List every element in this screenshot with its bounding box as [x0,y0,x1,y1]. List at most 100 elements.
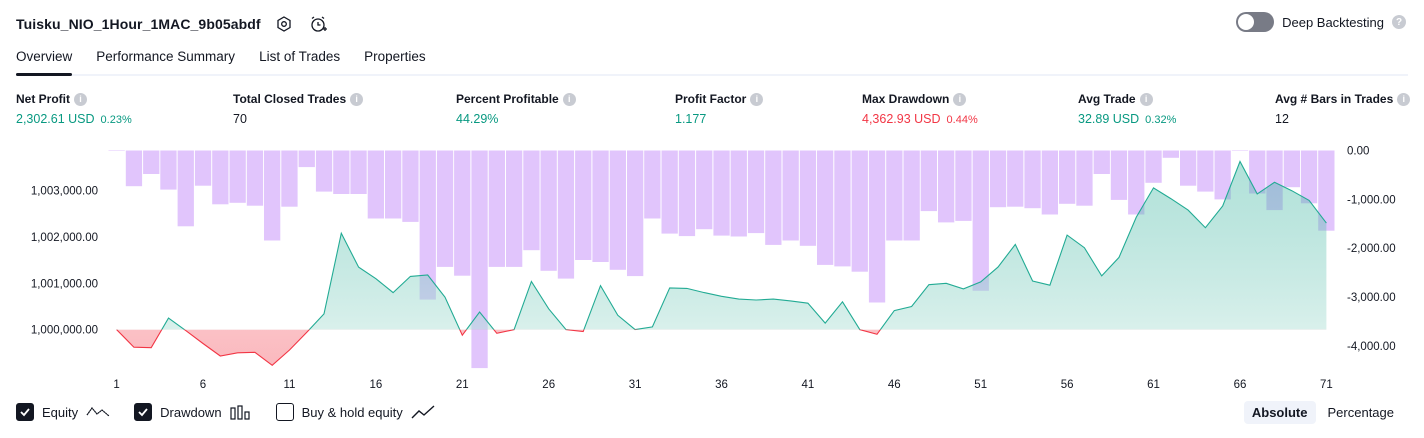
drawdown-bar [678,150,696,237]
metric-max-drawdown: Max Drawdown i 4,362.93 USD 0.44% [862,92,978,126]
right-axis-label: -3,000.00 [1347,292,1396,304]
x-axis-label: 41 [802,379,815,391]
percentage-button[interactable]: Percentage [1327,405,1395,420]
metric-value: 12 [1275,112,1289,126]
drawdown-bar [1128,150,1145,215]
drawdown-bar [609,150,626,270]
drawdown-bars-icon [229,404,252,420]
drawdown-bar [160,150,177,190]
metric-label: Net Profit [16,92,70,106]
x-axis-label: 71 [1320,379,1333,391]
legend-drawdown-label: Drawdown [160,404,222,420]
legend-drawdown[interactable]: Drawdown [134,403,251,421]
drawdown-bar [1249,150,1266,194]
info-icon[interactable]: i [1397,92,1411,106]
info-icon[interactable]: i [74,92,87,106]
drawdown-bar [1214,150,1231,200]
metric-value: 2,302.61 USD [16,112,95,126]
info-icon[interactable]: i [562,92,576,106]
drawdown-bar [557,150,575,279]
metric-percent: 0.32% [1145,114,1177,126]
alarm-add-icon[interactable] [307,13,329,35]
x-axis-label: 31 [629,379,642,391]
drawdown-bar [125,150,143,187]
drawdown-bar [246,150,264,206]
drawdown-bar [747,150,765,234]
equity-loss-fill [116,329,881,366]
x-axis-label: 46 [888,379,901,391]
drawdown-bar [575,150,592,260]
x-axis-label: 16 [370,379,383,391]
drawdown-bar [817,150,834,265]
drawdown-bar [264,150,281,241]
strategy-header: Tuisku_NIO_1Hour_1MAC_9b05abdf [16,10,329,38]
equity-checkbox[interactable] [16,403,34,421]
drawdown-bar [592,150,609,262]
metric-percent-profitable: Percent Profitable i 44.29% [456,92,576,126]
drawdown-bar [627,150,644,277]
left-axis-label: 1,002,000.00 [31,232,98,244]
info-icon[interactable]: i [750,92,764,106]
buy-hold-checkbox[interactable] [275,403,294,421]
x-axis-label: 11 [284,379,296,391]
drawdown-bar [868,150,886,303]
drawdown-bar [454,150,471,276]
info-icon[interactable]: i [953,92,967,106]
left-axis-label: 1,001,000.00 [31,278,98,290]
drawdown-bar [1076,150,1093,206]
metric-value: 70 [233,112,247,126]
drawdown-bar [1024,150,1041,209]
info-icon[interactable]: i [1139,92,1153,106]
left-axis: 1,003,000.00 1,002,000.00 1,001,000.00 1,00… [31,186,98,337]
drawdown-bar [920,150,937,212]
equity-area [116,160,1327,367]
drawdown-bar [212,150,229,205]
drawdown-bars [108,150,1335,369]
drawdown-bar [972,150,989,291]
equity-drawdown-chart[interactable]: 1,003,000.00 1,002,000.00 1,001,000.00 1,00… [0,140,1424,395]
drawdown-bar [367,150,384,219]
legend-equity[interactable]: Equity [16,403,110,421]
settings-icon[interactable] [273,13,295,35]
drawdown-bar [799,150,817,246]
x-axis-label: 6 [200,379,206,391]
drawdown-bar [661,150,678,234]
drawdown-bar [315,150,333,192]
drawdown-bar [1318,150,1335,231]
metric-profit-factor: Profit Factor i 1.177 [675,92,764,126]
legend-buy-hold[interactable]: Buy & hold equity [275,403,435,421]
strategy-name: Tuisku_NIO_1Hour_1MAC_9b05abdf [16,16,261,32]
x-axis-label: 26 [542,379,555,391]
left-axis-label: 1,000,000.00 [31,325,98,337]
metric-value: 44.29% [456,112,499,126]
drawdown-bar [229,150,246,203]
tab-overview[interactable]: Overview [16,44,73,76]
metric-percent: 0.23% [100,114,132,126]
tab-list-of-trades[interactable]: List of Trades [259,49,341,64]
right-axis: 0.00 -1,000.00 -2,000.00 -3,000.00 -4,000.00 [1347,146,1396,354]
info-icon[interactable]: i [350,92,364,106]
deep-backtesting: Deep Backtesting ? [1236,12,1406,32]
drawdown-bar [281,150,298,207]
drawdown-bar [938,150,955,223]
drawdown-checkbox[interactable] [134,403,153,421]
equity-line [116,160,1327,330]
tab-properties[interactable]: Properties [364,49,426,64]
drawdown-bar [834,150,851,267]
deep-backtesting-label: Deep Backtesting [1282,14,1384,30]
drawdown-bar [1007,150,1024,207]
drawdown-bar [989,150,1007,208]
x-axis-label: 21 [456,379,469,391]
deep-backtesting-toggle[interactable] [1236,12,1275,32]
tab-performance-summary[interactable]: Performance Summary [96,49,236,64]
drawdown-bar [730,150,747,237]
x-axis-label: 1 [113,379,119,391]
absolute-button[interactable]: Absolute [1243,401,1316,424]
metric-avg-bars: Avg # Bars in Trades i 12 [1275,92,1411,126]
drawdown-bar [540,150,557,271]
metric-total-closed-trades: Total Closed Trades i 70 [233,92,364,126]
x-axis-label: 36 [715,379,728,391]
drawdown-bar [1093,150,1110,174]
metric-percent: 0.44% [946,114,978,126]
help-icon[interactable]: ? [1392,15,1406,29]
